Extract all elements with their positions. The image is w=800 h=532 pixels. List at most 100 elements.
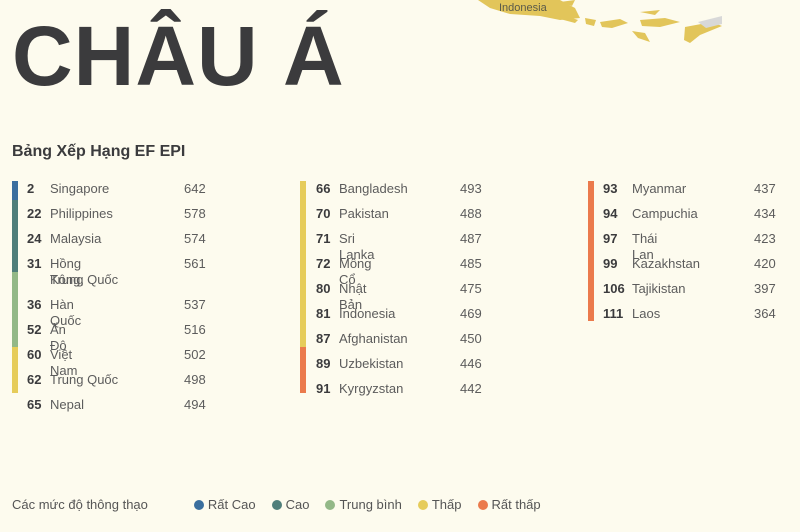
score: 488 [460,206,482,221]
country-name: Hàn Quốc [50,297,82,328]
rank: 93 [603,181,618,196]
legend-dot-icon [477,499,488,510]
score: 578 [184,206,206,221]
indonesia-map-shapes [478,0,722,43]
score: 516 [184,322,206,337]
country-name: Malaysia [50,231,102,246]
rank: 36 [27,297,42,312]
rank: 71 [316,231,331,246]
country-name: Trung Quốc [50,372,119,387]
score: 487 [460,231,482,246]
country-name-line-2: Trung Quốc [50,272,119,287]
country-name: Indonesia [339,306,396,321]
country-name: Việt Nam [50,347,78,378]
score: 450 [460,331,482,346]
country-name: Pakistan [339,206,389,221]
level-bar-cao [12,200,18,272]
country-name: Thái Lan [632,231,658,262]
legend-item-rat-cao: Rất Cao [193,497,256,512]
page-title: CHÂU Á [12,9,345,103]
country-name: Nhật Bản [339,281,367,312]
legend-item-thap: Thấp [417,497,462,512]
map-fragment-indonesia: Indonesia [0,0,800,60]
country-name: Kazakhstan [632,256,700,271]
score: 442 [460,381,482,396]
score: 574 [184,231,206,246]
score: 475 [460,281,482,296]
level-bar-thap [12,347,18,393]
score: 397 [754,281,776,296]
legend-label: Rất thấp [491,497,541,512]
rank: 62 [27,372,42,387]
country-name: Mông Cổ [339,256,372,287]
rank: 87 [316,331,331,346]
score: 469 [460,306,482,321]
country-name: Bangladesh [339,181,408,196]
country-name: Tajikistan [632,281,686,296]
score: 423 [754,231,776,246]
score: 561 [184,256,206,271]
country-name: Campuchia [632,206,698,221]
score: 642 [184,181,206,196]
proficiency-legend: Các mức độ thông thạo Rất Cao Cao Trung … [12,497,557,512]
score: 498 [184,372,206,387]
rank: 111 [603,306,624,321]
score: 537 [184,297,206,312]
country-name: Kyrgyzstan [339,381,404,396]
score: 364 [754,306,776,321]
map-label-indonesia: Indonesia [499,2,547,14]
rank: 60 [27,347,42,362]
rank: 66 [316,181,331,196]
legend-dot-icon [271,499,282,510]
rank: 31 [27,256,42,271]
country-name: Hồng Kông, [50,256,84,287]
country-name: Philippines [50,206,113,221]
rank: 24 [27,231,42,246]
score: 437 [754,181,776,196]
level-bar-trung-binh [12,272,18,347]
level-bar-rat-thap [588,181,594,321]
ranking-subtitle: Bảng Xếp Hạng EF EPI [12,143,186,160]
legend-dot-icon [417,499,428,510]
score: 434 [754,206,776,221]
country-name: Uzbekistan [339,356,404,371]
level-bar-rat-cao [12,181,18,200]
score: 420 [754,256,776,271]
legend-title: Các mức độ thông thạo [12,497,148,512]
legend-label: Trung bình [339,497,402,512]
country-name: Afghanistan [339,331,408,346]
country-name: Laos [632,306,661,321]
score: 502 [184,347,206,362]
rank: 52 [27,322,42,337]
country-name: Myanmar [632,181,687,196]
legend-dot-icon [193,499,204,510]
rank: 65 [27,397,42,412]
legend-dot-icon [325,499,336,510]
rank: 97 [603,231,618,246]
rank: 99 [603,256,618,271]
score: 485 [460,256,482,271]
rank: 89 [316,356,331,371]
legend-item-cao: Cao [271,497,310,512]
country-name: Nepal [50,397,84,412]
score: 493 [460,181,482,196]
rank: 106 [603,281,625,296]
rank: 80 [316,281,331,296]
country-name: Ấn Độ [50,322,67,353]
rank: 22 [27,206,42,221]
legend-item-trung-binh: Trung bình [325,497,402,512]
country-name: Sri Lanka [339,231,375,262]
level-bar-thap [300,181,306,347]
level-bar-rat-thap [300,347,306,393]
legend-label: Rất Cao [207,497,256,512]
rank: 72 [316,256,331,271]
score: 494 [184,397,206,412]
score: 446 [460,356,482,371]
rank: 94 [603,206,618,221]
rank: 2 [27,181,35,196]
legend-label: Cao [285,497,310,512]
rank: 91 [316,381,331,396]
rank: 70 [316,206,331,221]
rank: 81 [316,306,331,321]
legend-item-rat-thap: Rất thấp [477,497,541,512]
